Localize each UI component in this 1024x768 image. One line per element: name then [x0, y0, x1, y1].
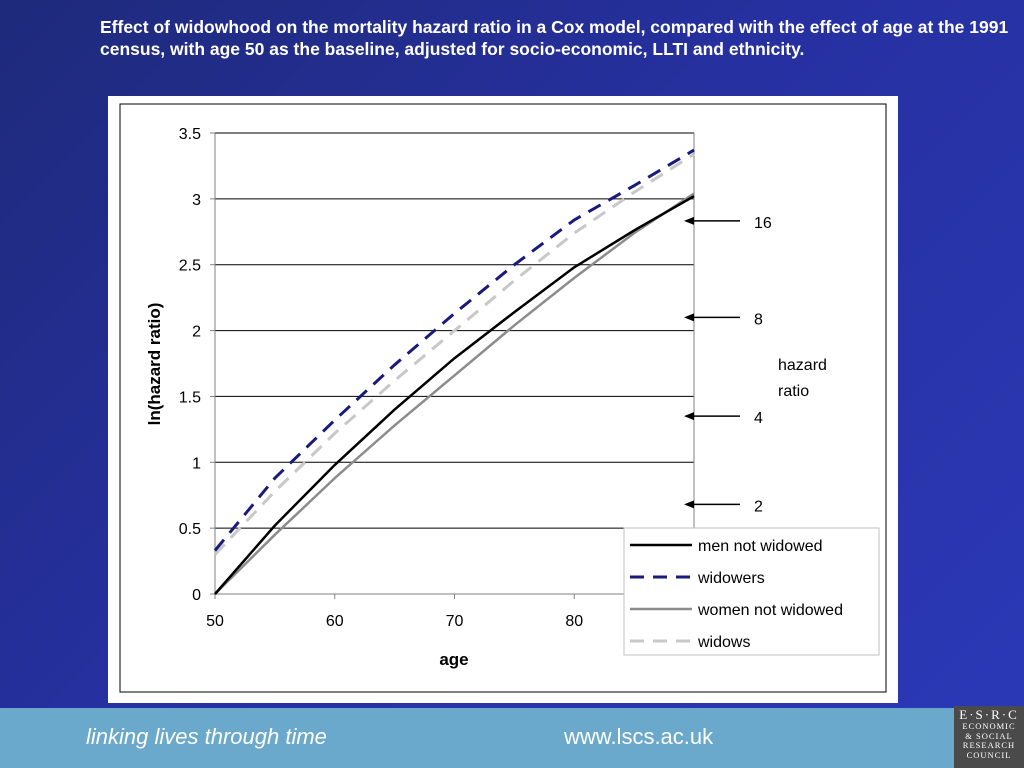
legend-label: widows: [697, 634, 750, 651]
tick-labels: 00.511.522.533.55060708090: [179, 126, 703, 630]
hazard-arrow-label: 4: [754, 410, 763, 427]
x-axis-label: age: [439, 650, 468, 669]
legend-box: [623, 527, 880, 656]
esrc-logo-line: & SOCIAL: [965, 730, 1013, 741]
gridlines: [210, 132, 695, 599]
series-line-men-not-widowed: [214, 195, 695, 595]
hazard-arrow-label: 8: [754, 311, 763, 328]
hazard-arrow-label: 16: [754, 215, 772, 232]
esrc-logo-line: RESEARCH: [962, 740, 1016, 750]
footer-website-link[interactable]: www.lscs.ac.uk: [564, 724, 714, 749]
y-tick-label: 3.5: [179, 126, 201, 143]
x-tick-label: 60: [326, 613, 344, 630]
x-tick-label: 50: [206, 613, 224, 630]
y-tick-label: 2.5: [179, 258, 201, 275]
y-axis-label: ln(hazard ratio): [145, 303, 164, 426]
y-tick-label: 3: [192, 192, 201, 209]
esrc-logo-line: E·S·R·C: [959, 707, 1019, 722]
series-lines: [213, 148, 695, 595]
footer-tagline: linking lives through time: [86, 724, 327, 749]
chart-panel: 00.511.522.533.55060708090 age ln(hazard…: [108, 96, 898, 703]
hazard-ratio-chart: 00.511.522.533.55060708090 age ln(hazard…: [119, 103, 887, 693]
y-tick-label: 1: [192, 455, 201, 472]
legend-label: widowers: [697, 570, 765, 587]
hazard-ratio-annotations: hazard ratio 16 8 4 2: [684, 215, 827, 515]
axes: [214, 133, 695, 595]
hazard-label-line1: hazard: [778, 357, 827, 374]
x-tick-label: 70: [446, 613, 464, 630]
series-line-widowers: [213, 148, 695, 552]
y-tick-label: 0.5: [179, 521, 201, 538]
series-line-widows: [213, 152, 695, 556]
hazard-label-line2: ratio: [778, 383, 809, 400]
legend-label: women not widowed: [697, 602, 843, 619]
hazard-arrow-head: [684, 216, 694, 225]
hazard-arrow-head: [684, 500, 694, 509]
y-tick-label: 2: [192, 324, 201, 341]
slide-title: Effect of widowhood on the mortality haz…: [100, 17, 1009, 59]
hazard-arrow-head: [684, 412, 694, 421]
legend-label: men not widowed: [698, 538, 823, 555]
hazard-arrow-label: 2: [754, 498, 763, 515]
y-tick-label: 1.5: [179, 389, 201, 406]
esrc-logo: E·S·R·C ECONOMIC & SOCIAL RESEARCH COUNC…: [954, 706, 1024, 768]
legend: men not widowed widowers women not widowed…: [623, 527, 880, 656]
x-tick-label: 80: [565, 613, 583, 630]
hazard-arrow-head: [684, 313, 694, 322]
esrc-logo-line: ECONOMIC: [962, 721, 1016, 731]
y-tick-label: 0: [192, 587, 201, 604]
esrc-logo-line: COUNCIL: [966, 749, 1012, 760]
footer-bar: [0, 708, 1024, 768]
series-line-women-not-widowed: [214, 192, 695, 595]
